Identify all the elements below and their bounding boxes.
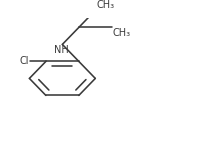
Text: CH₃: CH₃ <box>96 0 114 10</box>
Text: Cl: Cl <box>19 56 29 66</box>
Text: NH: NH <box>54 45 69 55</box>
Text: CH₃: CH₃ <box>113 28 131 38</box>
